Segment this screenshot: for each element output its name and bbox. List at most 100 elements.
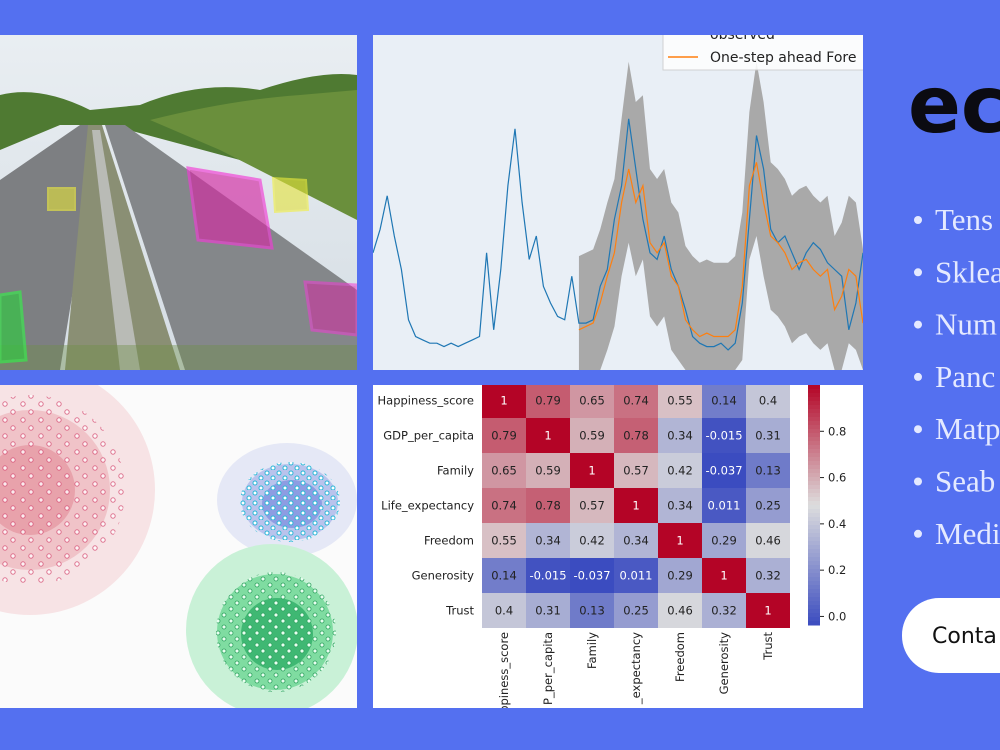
cell-label: 0.79	[535, 394, 561, 408]
colorbar-step	[808, 585, 820, 590]
heat-cell	[482, 593, 526, 628]
colorbar-label: 0.8	[828, 424, 846, 438]
cell-label: 0.46	[755, 534, 781, 548]
colorbar-step	[808, 553, 820, 558]
cell-label: 0.42	[579, 534, 605, 548]
colorbar-step	[808, 569, 820, 574]
heat-cell	[482, 385, 526, 418]
line-chart: observed One-step ahead Fore	[373, 27, 863, 370]
heat-cell	[482, 453, 526, 488]
colorbar-step	[808, 613, 820, 618]
list-item: Sklea	[935, 254, 1000, 289]
heat-cell	[614, 558, 658, 593]
heat-cell	[526, 593, 570, 628]
colorbar-step	[808, 437, 820, 442]
heat-cell	[614, 418, 658, 453]
colorbar-step	[808, 465, 820, 470]
colorbar-step	[808, 609, 820, 614]
cell-label: 0.34	[535, 534, 561, 548]
heat-cell	[746, 558, 790, 593]
cell-label: 0.74	[623, 394, 649, 408]
cell-label: 0.13	[579, 604, 605, 618]
colorbar-step	[808, 593, 820, 598]
list-item: Tens	[935, 202, 993, 237]
colorbar-step	[808, 573, 820, 578]
colorbar-step	[808, 589, 820, 594]
legend-label: One-step ahead Fore	[710, 50, 856, 66]
cell-label: 0.55	[491, 534, 517, 548]
cell-label: 0.4	[759, 394, 777, 408]
colorbar-step	[808, 413, 820, 418]
cell-label: 1	[676, 534, 683, 548]
cell-label: 0.65	[491, 464, 517, 478]
bullet	[914, 529, 922, 538]
colorbar-step	[808, 621, 820, 626]
cell-label: 0.31	[535, 604, 561, 618]
cell-label: 0.32	[711, 604, 737, 618]
colorbar-step	[808, 581, 820, 586]
contact-button[interactable]	[902, 598, 1000, 673]
colorbar-step	[808, 537, 820, 542]
colorbar-step	[808, 513, 820, 518]
colorbar-step	[808, 485, 820, 490]
colorbar-step	[808, 469, 820, 474]
heat-cell	[658, 453, 702, 488]
colorbar-label: 0.0	[828, 609, 846, 623]
cell-label: 1	[588, 464, 595, 478]
colorbar-step	[808, 401, 820, 406]
colorbar-step	[808, 397, 820, 402]
heat-cell	[614, 488, 658, 523]
colorbar-step	[808, 577, 820, 582]
row-label: Freedom	[424, 534, 474, 548]
heat-cell	[482, 488, 526, 523]
cell-label: 0.46	[667, 604, 693, 618]
heat-cell	[658, 593, 702, 628]
heat-cell	[526, 523, 570, 558]
bullet	[914, 425, 922, 434]
colorbar-step	[808, 449, 820, 454]
list-item: Matp	[935, 411, 1000, 446]
cell-label: 0.32	[755, 569, 781, 583]
cell-label: -0.037	[573, 569, 610, 583]
cell-label: 0.29	[667, 569, 693, 583]
heat-cell	[702, 523, 746, 558]
colorbar-step	[808, 457, 820, 462]
colorbar-step	[808, 505, 820, 510]
colorbar-label: 0.2	[828, 563, 846, 577]
colorbar-step	[808, 493, 820, 498]
colorbar-step	[808, 545, 820, 550]
road-photo	[0, 35, 357, 370]
sidebar: ec Tens Sklea Num Panc Matp Seab Medi Conta	[902, 61, 1000, 673]
colorbar-step	[808, 541, 820, 546]
heat-cell	[658, 523, 702, 558]
heat-cell	[702, 593, 746, 628]
bullet	[914, 477, 922, 486]
cell-label: 0.59	[535, 464, 561, 478]
heat-cell	[658, 488, 702, 523]
heat-cell	[658, 558, 702, 593]
heat-cell	[526, 453, 570, 488]
column-label: _expectancy	[629, 632, 643, 705]
colorbar-step	[808, 497, 820, 502]
list-item: Panc	[935, 359, 995, 394]
button-label[interactable]: Conta	[932, 624, 997, 649]
column-label: Freedom	[673, 632, 687, 682]
cell-label: 0.55	[667, 394, 693, 408]
heat-cell	[482, 558, 526, 593]
colorbar-label: 0.6	[828, 471, 846, 485]
heat-cell	[746, 418, 790, 453]
series-line	[373, 118, 863, 351]
cell-label: 0.34	[667, 429, 693, 443]
colorbar-step	[808, 521, 820, 526]
colorbar-step	[808, 441, 820, 446]
cell-label: 0.011	[620, 569, 653, 583]
cell-label: 0.25	[623, 604, 649, 618]
cell-label: 0.14	[711, 394, 737, 408]
heat-cell	[570, 523, 614, 558]
colorbar-step	[808, 561, 820, 566]
colorbar-step	[808, 389, 820, 394]
colorbar-step	[808, 409, 820, 414]
row-label: GDP_per_capita	[383, 429, 474, 443]
legend-label: observed	[710, 27, 775, 43]
column-label: P_per_capita	[541, 632, 555, 705]
